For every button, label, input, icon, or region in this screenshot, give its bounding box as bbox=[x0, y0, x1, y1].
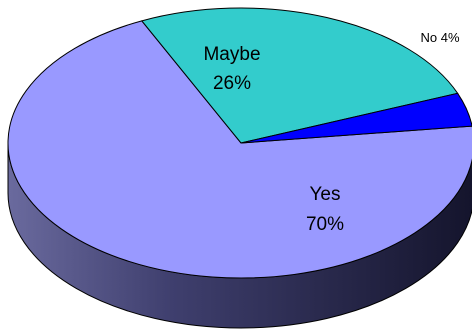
slice-maybe[interactable] bbox=[140, 7, 459, 144]
label-maybe-percent: 26% bbox=[213, 73, 251, 94]
label-maybe-name: Maybe bbox=[203, 44, 260, 65]
slice-yes[interactable] bbox=[7, 20, 472, 279]
slice-no[interactable] bbox=[240, 92, 472, 144]
label-yes-name: Yes bbox=[310, 184, 341, 205]
label-no: No 4% bbox=[420, 30, 459, 45]
label-yes-percent: 70% bbox=[306, 214, 344, 235]
